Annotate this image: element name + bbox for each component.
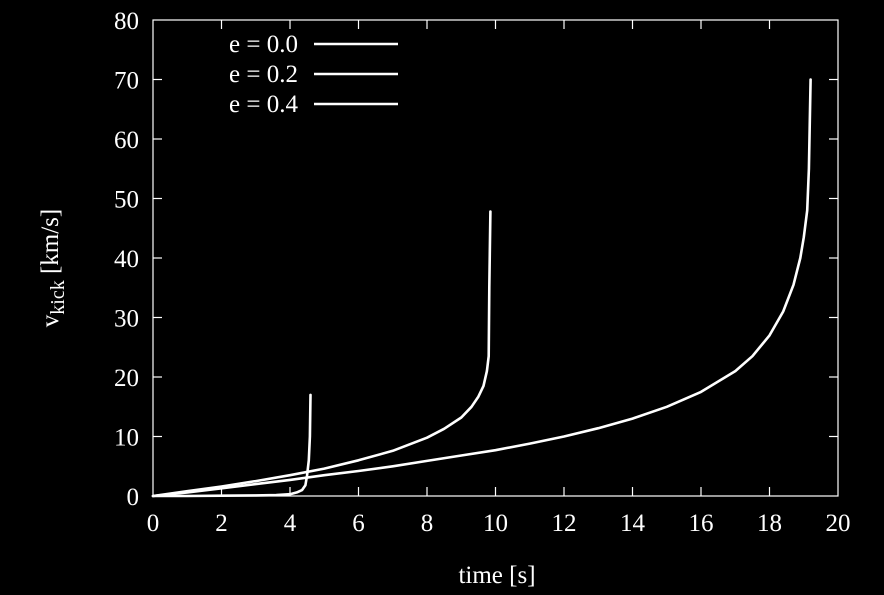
x-tick-label: 18 — [757, 510, 782, 537]
legend-label-2: e = 0.4 — [229, 91, 298, 118]
x-tick-label: 6 — [352, 510, 365, 537]
series-lines — [151, 78, 812, 498]
y-tick-label: 10 — [114, 425, 139, 452]
y-tick-label: 60 — [114, 127, 139, 154]
x-tick-label: 2 — [215, 510, 228, 537]
x-tick-label: 16 — [689, 510, 714, 537]
legend-label-0: e = 0.0 — [229, 31, 298, 58]
y-axis-title-unit: [km/s] — [37, 209, 64, 281]
y-tick-label: 70 — [114, 68, 139, 95]
legend-label-1: e = 0.2 — [229, 61, 298, 88]
y-axis-title: vkick [km/s] — [37, 209, 69, 327]
y-tick-label: 50 — [114, 187, 139, 214]
y-tick-label: 20 — [114, 365, 139, 392]
x-tick-label: 14 — [620, 510, 646, 537]
x-axis-ticks: 0 2 4 6 8 10 12 14 16 18 20 — [147, 20, 851, 537]
y-tick-label: 0 — [127, 484, 140, 511]
y-tick-label: 30 — [114, 306, 139, 333]
series-line-1 — [151, 210, 492, 498]
x-tick-label: 10 — [483, 510, 508, 537]
x-tick-label: 12 — [552, 510, 577, 537]
x-axis-title: time [s] — [458, 562, 535, 589]
legend: e = 0.0 e = 0.2 e = 0.4 — [229, 31, 398, 118]
y-axis-ticks: 0 10 20 30 40 50 60 70 80 — [114, 8, 838, 511]
series-line-2 — [151, 393, 312, 498]
y-tick-label: 40 — [114, 246, 139, 273]
y-axis-title-subscript: kick — [47, 280, 69, 314]
y-tick-label: 80 — [114, 8, 139, 35]
x-tick-label: 20 — [826, 510, 851, 537]
x-tick-label: 8 — [421, 510, 434, 537]
x-tick-label: 0 — [147, 510, 160, 537]
series-line-0 — [151, 78, 812, 498]
x-tick-label: 4 — [284, 510, 297, 537]
y-axis-title-main: v — [37, 314, 64, 327]
